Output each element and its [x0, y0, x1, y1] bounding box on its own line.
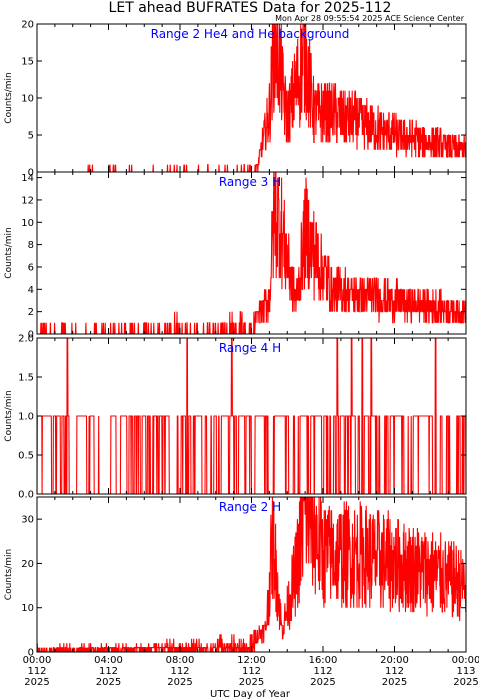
panel-4: 0 10 20 30 Counts/min Range 2 H	[4, 496, 467, 659]
y-tick-label: 8	[28, 240, 34, 251]
x-tick-time: 00:00	[452, 655, 479, 666]
x-tick-time: 00:00	[23, 655, 52, 666]
data-trace-panel-1	[37, 23, 467, 173]
y-tick-label: 1.5	[18, 373, 34, 384]
y-tick-label: 12	[21, 195, 34, 206]
panel-2: 0 2 4 6 8 10 12 14 Counts/min Range 3 H	[4, 171, 467, 341]
data-trace-panel-4	[36, 496, 467, 653]
x-tick-time: 04:00	[94, 655, 123, 666]
x-tick-day: 112	[313, 666, 332, 677]
y-tick-label: 0.5	[18, 451, 34, 462]
x-tick-day: 112	[99, 666, 118, 677]
y-tick-label: 4	[28, 285, 34, 296]
y-axis-label: Counts/min	[4, 227, 14, 278]
x-axis-label: UTC Day of Year	[210, 689, 291, 700]
y-tick-label: 10	[21, 603, 34, 614]
timestamp-label: Mon Apr 28 09:55:54 2025 ACE Science Cen…	[275, 14, 465, 23]
x-tick-year: 2025	[167, 677, 192, 688]
x-tick-year: 2025	[453, 677, 478, 688]
panel-title: Range 2 H	[219, 500, 281, 514]
data-trace-panel-3	[36, 337, 467, 495]
y-tick-label: 6	[28, 262, 34, 273]
y-tick-label: 0.0	[18, 490, 34, 501]
x-tick-year: 2025	[310, 677, 335, 688]
x-tick-year: 2025	[239, 677, 264, 688]
x-tick-year: 2025	[96, 677, 121, 688]
panel-3: 0.0 0.5 1.0 1.5 2.0 Counts/min Range 4 H	[4, 334, 467, 501]
y-tick-label: 14	[21, 173, 34, 184]
chart-title: LET ahead BUFRATES Data for 2025-112	[109, 0, 392, 16]
y-axis-label: Counts/min	[4, 549, 14, 600]
panel-1: 0 5 10 15 20 Counts/min Range 2 He4 and He bac…	[4, 20, 467, 179]
y-tick-label: 20	[21, 20, 34, 31]
x-tick-day: 112	[27, 666, 46, 677]
y-axis-label: Counts/min	[4, 72, 14, 123]
panel-title: Range 4 H	[219, 341, 281, 355]
y-axis-label: Counts/min	[4, 390, 14, 441]
x-tick-time: 12:00	[237, 655, 266, 666]
x-tick-day: 112	[385, 666, 404, 677]
y-tick-label: 20	[21, 559, 34, 570]
y-tick-label: 2	[28, 307, 34, 318]
y-tick-label: 0	[28, 648, 34, 659]
data-trace-panel-2	[37, 171, 467, 335]
y-tick-label: 0	[28, 168, 34, 179]
y-tick-label: 5	[28, 131, 34, 142]
x-tick-year: 2025	[24, 677, 49, 688]
x-tick-time: 08:00	[166, 655, 195, 666]
x-tick-time: 20:00	[380, 655, 409, 666]
y-tick-label: 1.0	[18, 412, 34, 423]
x-tick-day: 113	[456, 666, 475, 677]
y-tick-label: 10	[21, 218, 34, 229]
panel-title: Range 3 H	[219, 175, 281, 189]
y-tick-label: 10	[21, 94, 34, 105]
x-tick-day: 112	[242, 666, 261, 677]
x-tick-time: 16:00	[309, 655, 338, 666]
y-tick-label: 2.0	[18, 334, 34, 345]
x-tick-year: 2025	[382, 677, 407, 688]
y-tick-label: 30	[21, 515, 34, 526]
y-tick-label: 15	[21, 57, 34, 68]
panel-title: Range 2 He4 and He background	[151, 27, 350, 41]
x-tick-day: 112	[170, 666, 189, 677]
y-tick-label: 0	[28, 330, 34, 341]
